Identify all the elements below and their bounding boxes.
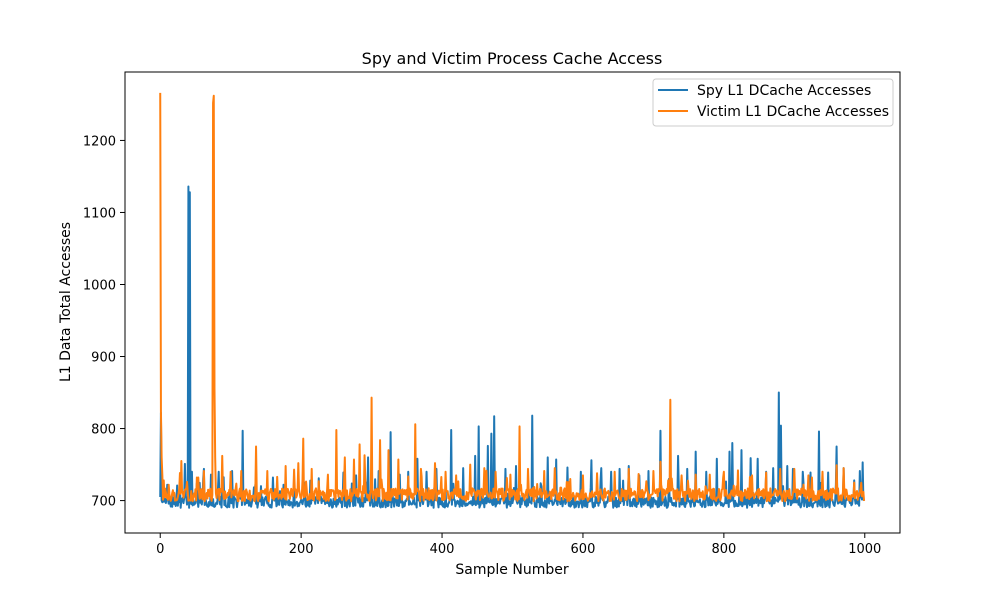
- y-tick-label: 800: [91, 423, 116, 438]
- x-tick-label: 200: [289, 542, 314, 557]
- x-tick-label: 400: [430, 542, 455, 557]
- legend-label-spy: Spy L1 DCache Accesses: [697, 83, 871, 99]
- chart-title: Spy and Victim Process Cache Access: [362, 49, 663, 68]
- y-axis: 700 800 900 1000 1100 1200: [83, 134, 125, 510]
- x-axis: 0 200 400 600 800 1000: [156, 533, 881, 557]
- x-axis-label: Sample Number: [455, 562, 568, 578]
- y-axis-label: L1 Data Total Accesses: [58, 222, 74, 382]
- y-tick-label: 900: [91, 351, 116, 366]
- x-tick-label: 1000: [848, 542, 881, 557]
- y-tick-label: 1000: [83, 278, 116, 293]
- y-tick-label: 700: [91, 495, 116, 510]
- x-tick-label: 600: [571, 542, 596, 557]
- series-line-victim: [159, 92, 866, 503]
- series-line-spy: [159, 185, 865, 509]
- y-tick-label: 1200: [83, 134, 116, 149]
- plot-frame: [124, 71, 901, 534]
- legend: Spy L1 DCache Accesses Victim L1 DCache …: [652, 78, 894, 127]
- legend-label-victim: Victim L1 DCache Accesses: [697, 104, 889, 120]
- y-tick-label: 1100: [83, 206, 116, 221]
- series-layer: [159, 92, 866, 509]
- x-tick-label: 800: [711, 542, 736, 557]
- legend-box: [652, 78, 894, 127]
- x-tick-label: 0: [156, 542, 164, 557]
